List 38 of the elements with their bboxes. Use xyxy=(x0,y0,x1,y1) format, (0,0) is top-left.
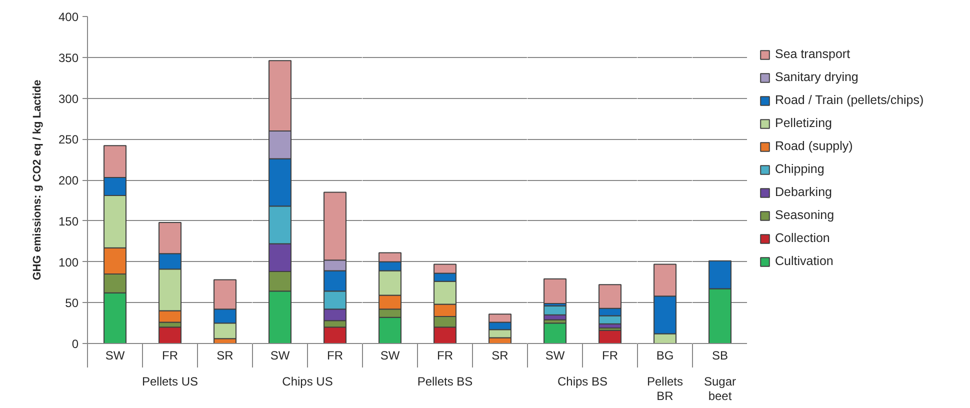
x-tick-label: SR xyxy=(216,348,234,362)
legend-label: Pelletizing xyxy=(775,115,832,132)
x-tick-label: SW xyxy=(545,348,566,362)
x-axis-title: Pellets BS xyxy=(417,374,473,388)
y-tick-label: 400 xyxy=(58,10,79,24)
x-axis-title: Chips US xyxy=(282,374,333,388)
y-tick-label: 250 xyxy=(58,132,79,147)
legend-label: Cultivation xyxy=(775,253,834,270)
x-tick-label: FR xyxy=(162,348,178,362)
y-tick-label: 100 xyxy=(58,255,79,270)
legend-label: Sanitary drying xyxy=(775,69,858,86)
x-tick-label: SB xyxy=(712,348,728,362)
y-tick-label: 200 xyxy=(58,174,79,188)
legend-label: Sea transport xyxy=(775,46,850,63)
x-tick-label: SW xyxy=(380,348,400,362)
x-tick-label: FR xyxy=(437,348,454,362)
y-tick-label: 0 xyxy=(72,337,79,351)
x-axis-title: Sugar beet xyxy=(704,374,736,404)
x-axis-title: Chips BS xyxy=(557,374,608,388)
legend-label: Seasoning xyxy=(775,207,834,224)
x-tick-label: FR xyxy=(602,348,618,362)
y-tick-label: 150 xyxy=(58,214,79,228)
x-tick-label: SW xyxy=(270,348,290,362)
y-tick-label: 50 xyxy=(65,296,79,310)
y-axis-title: GHG emissions: g CO2 eq / kg Lactide xyxy=(31,80,44,280)
x-tick-label: SW xyxy=(105,348,126,362)
legend-label: Road / Train (pellets/chips) xyxy=(775,92,924,109)
legend-label: Debarking xyxy=(775,184,832,201)
x-tick-label: FR xyxy=(327,348,344,362)
x-axis-title: Pellets BR xyxy=(646,374,684,404)
legend-label: Collection xyxy=(775,230,830,247)
x-tick-label: SR xyxy=(492,348,509,362)
x-tick-label: BG xyxy=(656,348,674,362)
y-tick-label: 300 xyxy=(58,92,79,106)
x-axis-title: Pellets US xyxy=(142,374,198,388)
legend-label: Chipping xyxy=(775,161,824,178)
legend-label: Road (supply) xyxy=(775,138,853,155)
y-tick-label: 350 xyxy=(58,50,79,65)
